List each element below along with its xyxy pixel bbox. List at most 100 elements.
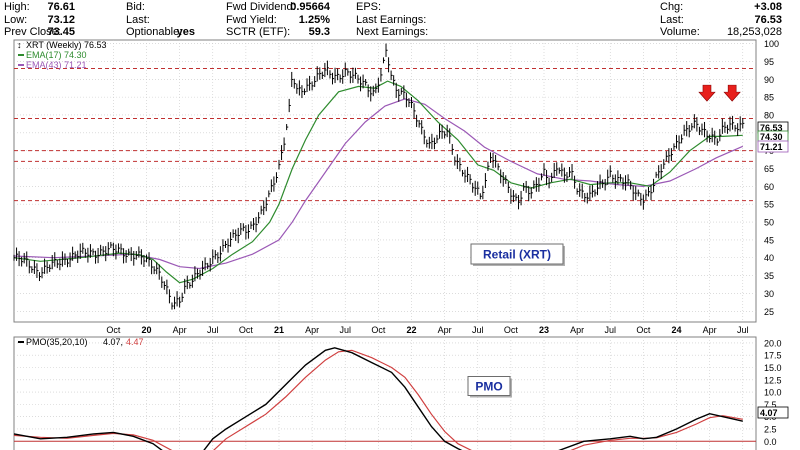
price-y-tick: 95 (764, 57, 774, 67)
stat-label: Prev Close: (4, 26, 61, 38)
x-tick-label: 20 (141, 325, 151, 335)
stat-value: 76.53 (754, 13, 782, 26)
stat-label: Next Earnings: (356, 26, 429, 38)
pmo-y-tick: 2.5 (764, 424, 777, 434)
stat-volume: Volume: 18,253,028 (660, 26, 782, 38)
price-y-tick: 60 (764, 182, 774, 192)
stat-value: 73.45 (47, 26, 75, 38)
stat-label: Fwd Dividend: (226, 1, 296, 13)
price-y-tick: 85 (764, 93, 774, 103)
stat-label: EPS: (356, 1, 382, 13)
x-tick-label: Apr (703, 325, 717, 335)
pmo-signal-line (13, 349, 743, 450)
pmo-annotation-box (467, 376, 511, 396)
ema43-line (13, 98, 744, 270)
x-tick-label: 21 (274, 325, 284, 335)
stat-label: Fwd Yield: (226, 13, 277, 26)
price-y-tick: 55 (764, 200, 774, 210)
pmo-y-tick: 10.0 (764, 388, 782, 398)
stat-eps: EPS: (356, 1, 476, 13)
stats-header: High: 76.61 Low: 73.12 Prev Close: 73.45 Bid: L… (0, 0, 800, 38)
pmo-panel (13, 336, 757, 450)
x-tick-label: Oct (504, 325, 519, 335)
x-tick-label: Jul (472, 325, 484, 335)
stat-optionable: Optionable: yes (126, 26, 195, 38)
stat-next-earnings: Next Earnings: (356, 26, 476, 38)
stat-sctr-etf: SCTR (ETF): 59.3 (226, 26, 330, 38)
pmo-y-tick: 15.0 (764, 363, 782, 373)
stat-label: Last: (126, 13, 150, 26)
retail-annotation-box (470, 243, 564, 265)
pmo-y-tick: 12.5 (764, 375, 782, 385)
stat-label: Bid: (126, 1, 145, 13)
price-y-tick: 80 (764, 110, 774, 120)
pmo-y-tick: 17.5 (764, 351, 782, 361)
price-y-tick: 50 (764, 218, 774, 228)
stat-label: Volume: (660, 26, 700, 38)
x-tick-label: Apr (438, 325, 452, 335)
stat-label: SCTR (ETF): (226, 26, 291, 38)
stat-chg: Chg: +3.08 (660, 1, 782, 13)
stat-label: High: (4, 1, 30, 13)
stat-value: yes (176, 26, 195, 38)
stat-prev-close: Prev Close: 73.45 (4, 26, 75, 38)
ema17-line (13, 80, 743, 284)
legend-pmo-value: 4.07, (103, 337, 123, 347)
ema17-last-label: 74.30 (760, 132, 783, 142)
stat-fwd-dividend: Fwd Dividend: 0.95664 (226, 1, 330, 13)
price-y-tick: 30 (764, 289, 774, 299)
stat-value: 59.3 (308, 26, 330, 38)
pmo-y-tick: 0.0 (764, 437, 777, 447)
legend-symbol: XRT (Weekly) 76.53 (26, 40, 107, 50)
bar-icon: ↕ (17, 40, 22, 50)
price-last-label: 76.53 (760, 123, 783, 133)
stat-label: Last Earnings: (356, 13, 427, 26)
price-y-tick: 35 (764, 271, 774, 281)
x-tick-label: Jul (604, 325, 616, 335)
price-y-tick: 40 (764, 253, 774, 263)
stat-label: Chg: (660, 1, 684, 13)
stat-fwd-yield: Fwd Yield: 1.25% (226, 14, 330, 26)
stat-high: High: 76.61 (4, 1, 75, 13)
x-tick-label: Oct (239, 325, 254, 335)
pmo-annotation: PMO (475, 380, 502, 394)
price-y-tick: 45 (764, 235, 774, 245)
x-tick-label: Oct (371, 325, 386, 335)
retail-annotation: Retail (XRT) (483, 248, 551, 262)
stat-low: Low: 73.12 (4, 14, 75, 26)
stat-last-earnings: Last Earnings: (356, 14, 476, 26)
x-tick-label: 23 (539, 325, 549, 335)
red-arrow-icon (723, 84, 741, 102)
stat-last: Last: 76.53 (660, 14, 782, 26)
x-tick-label: Apr (305, 325, 319, 335)
x-tick-label: Jul (207, 325, 219, 335)
stat-value: +3.08 (754, 1, 782, 13)
stat-label: Low: (4, 13, 28, 26)
legend-ema17: EMA(17) 74.30 (26, 50, 87, 60)
stat-label: Optionable: (126, 26, 183, 38)
price-y-tick: 65 (764, 164, 774, 174)
chart-panel (13, 39, 757, 323)
stat-value: 0.95664 (290, 1, 330, 13)
stat-value: 76.61 (47, 1, 75, 13)
x-tick-label: Oct (106, 325, 121, 335)
ema43-last-label-box (757, 140, 789, 153)
legend-pmo-name: PMO(35,20,10) (26, 337, 88, 347)
x-tick-label: 22 (406, 325, 416, 335)
price-y-tick: 25 (764, 307, 774, 317)
stat-value: 73.12 (47, 13, 75, 26)
pmo-last-label: 4.07 (760, 408, 778, 418)
price-y-tick: 100 (764, 39, 779, 49)
pmo-last-label-box (757, 406, 789, 419)
legend-signal-value: 4.47 (126, 337, 144, 347)
pmo-line (13, 347, 743, 450)
x-tick-label: Jul (737, 325, 749, 335)
price-y-tick: 90 (764, 75, 774, 85)
pmo-y-tick: 20.0 (764, 338, 782, 348)
stat-label: Last: (660, 13, 684, 26)
stat-last: Last: (126, 14, 195, 26)
ema43-last-label: 71.21 (760, 142, 783, 152)
x-tick-label: Jul (339, 325, 351, 335)
x-tick-label: Apr (173, 325, 187, 335)
